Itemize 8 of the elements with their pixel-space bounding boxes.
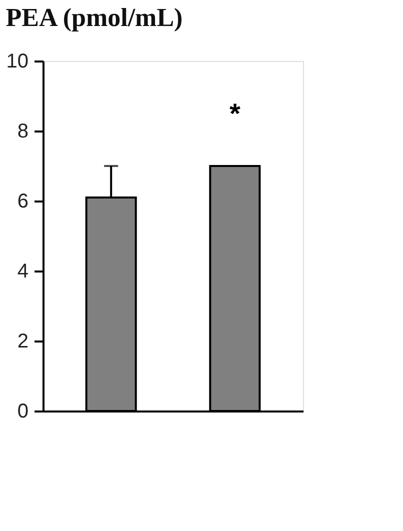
y-tick-label: 4 <box>17 260 28 282</box>
y-tick-label: 0 <box>17 400 28 422</box>
y-tick-label: 8 <box>17 120 28 142</box>
y-tick-label: 6 <box>17 190 28 212</box>
chart-title: PEA (pmol/mL) <box>6 3 183 32</box>
y-tick-label: 10 <box>6 50 28 72</box>
annotation: * <box>229 98 240 129</box>
y-tick-label: 2 <box>17 330 28 352</box>
